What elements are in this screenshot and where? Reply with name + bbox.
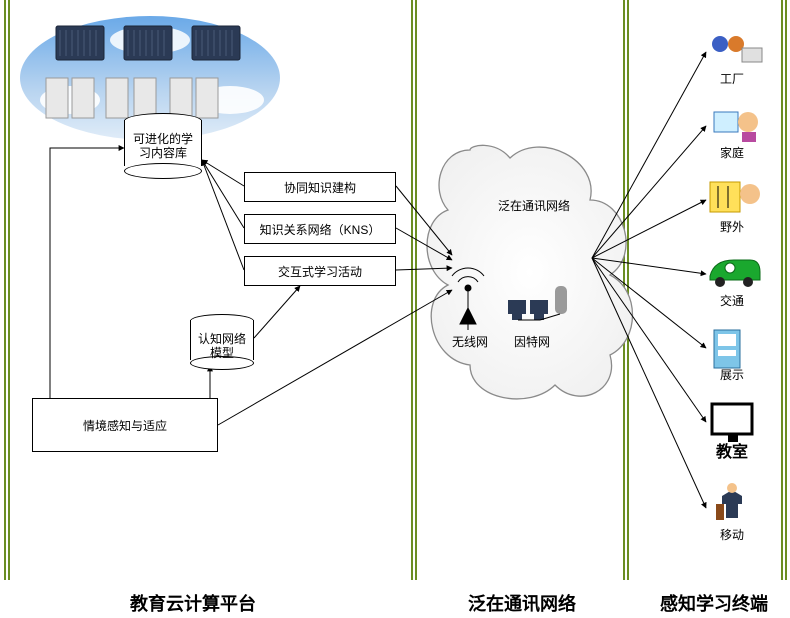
repository-label: 可进化的学 习内容库 — [124, 120, 202, 161]
context-box: 情境感知与适应 — [32, 398, 218, 452]
box-interactive-label: 交互式学习活动 — [278, 263, 362, 280]
col-left-label: 教育云计算平台 — [130, 590, 256, 616]
wireless-label: 无线网 — [452, 335, 488, 349]
col-middle-label: 泛在通讯网络 — [468, 590, 576, 616]
terminal-icon-transport — [710, 260, 760, 287]
box-kns-label: 知识关系网络（KNS） — [260, 221, 381, 238]
terminal-icon-outdoor — [710, 182, 760, 212]
terminal-icon-factory — [712, 36, 762, 62]
diagram-canvas: 泛在通讯网络 无线网 因特网 — [0, 0, 790, 618]
repository-cylinder: 可进化的学 习内容库 — [124, 120, 202, 172]
terminal-label-classroom: 教室 — [712, 438, 752, 462]
box-collab-label: 协同知识建构 — [284, 179, 356, 196]
cognitive-model-cylinder: 认知网络 模型 — [190, 320, 254, 364]
terminal-label-mobile: 移动 — [712, 526, 752, 543]
terminal-icon-classroom — [712, 404, 752, 442]
cloud-title: 泛在通讯网络 — [498, 198, 570, 213]
col-right-label: 感知学习终端 — [660, 590, 768, 616]
terminal-label-transport: 交通 — [712, 292, 752, 309]
terminal-label-home: 家庭 — [712, 144, 752, 161]
internet-label: 因特网 — [514, 334, 550, 349]
terminal-label-factory: 工厂 — [712, 70, 752, 87]
cognitive-model-label: 认知网络 模型 — [190, 320, 254, 361]
terminal-label-outdoor: 野外 — [712, 218, 752, 235]
terminal-icon-mobile — [716, 483, 742, 520]
box-collab: 协同知识建构 — [244, 172, 396, 202]
box-kns: 知识关系网络（KNS） — [244, 214, 396, 244]
context-box-label: 情境感知与适应 — [83, 417, 167, 434]
terminal-label-display: 展示 — [712, 366, 752, 383]
terminal-icon-display — [714, 330, 740, 368]
box-interactive: 交互式学习活动 — [244, 256, 396, 286]
terminal-icon-home — [714, 112, 758, 142]
